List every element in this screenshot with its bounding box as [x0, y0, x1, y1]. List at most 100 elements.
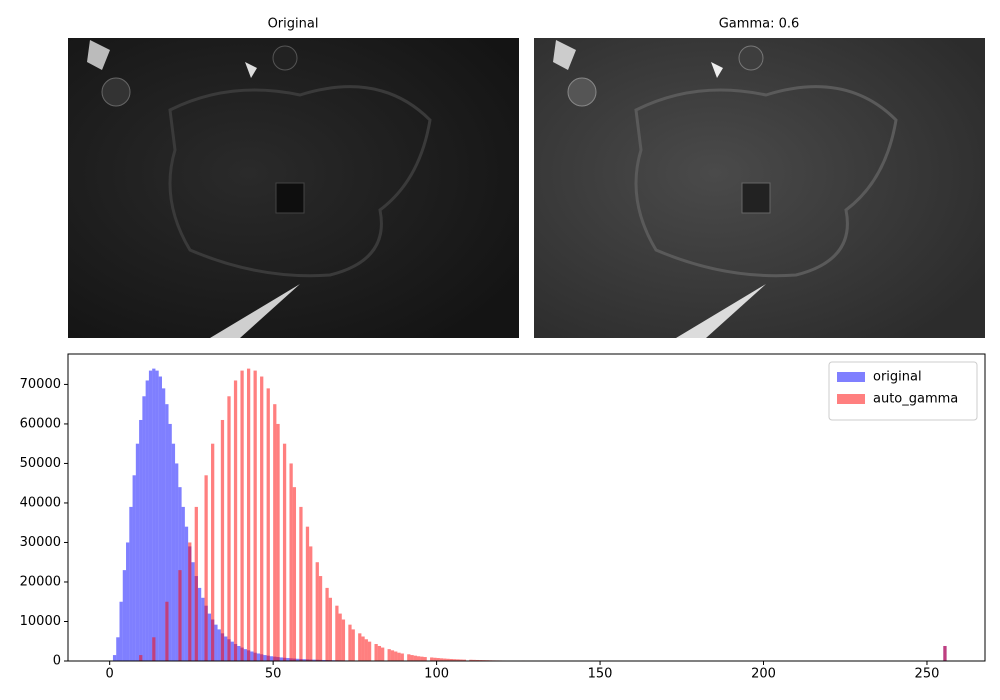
bar	[171, 443, 176, 661]
bar	[335, 605, 339, 661]
bar	[276, 423, 280, 661]
image-title: Original	[268, 17, 319, 32]
bar	[315, 562, 319, 661]
bar	[361, 636, 365, 661]
bar	[475, 659, 480, 661]
bar	[250, 651, 254, 661]
bar	[423, 657, 427, 661]
bar	[220, 419, 225, 661]
bar	[299, 506, 303, 661]
bar	[377, 645, 382, 661]
bar	[233, 380, 238, 661]
legend-swatch	[837, 372, 865, 382]
bar	[436, 658, 440, 661]
bar	[309, 546, 313, 661]
bar	[413, 655, 417, 661]
bar	[191, 562, 195, 661]
bar	[260, 376, 264, 661]
bar	[358, 633, 362, 661]
legend-swatch	[837, 394, 865, 404]
x-tick-label: 150	[588, 667, 613, 682]
bar	[420, 656, 424, 661]
bar	[237, 645, 241, 661]
bar	[161, 388, 166, 661]
bar	[416, 656, 421, 661]
bar	[266, 388, 270, 661]
y-tick-label: 60000	[20, 416, 61, 431]
bar	[168, 423, 172, 661]
bar	[253, 370, 257, 661]
bar	[145, 380, 149, 661]
bar	[452, 659, 457, 661]
bar	[256, 653, 261, 661]
bar	[279, 657, 283, 661]
bar	[214, 624, 218, 661]
bar	[338, 613, 342, 661]
bar	[207, 613, 212, 661]
bar	[364, 639, 368, 661]
bar	[119, 601, 123, 661]
x-tick-label: 0	[106, 667, 114, 682]
bar	[462, 659, 467, 661]
bar	[302, 659, 306, 661]
bar	[943, 645, 947, 661]
bar	[443, 658, 447, 661]
bar	[351, 629, 355, 661]
bar	[204, 475, 208, 661]
bar	[230, 641, 234, 661]
bar	[430, 657, 434, 661]
bar	[381, 647, 385, 661]
y-tick-label: 20000	[20, 574, 61, 589]
bar	[273, 404, 277, 661]
bar	[116, 637, 120, 661]
bar	[439, 658, 444, 661]
bar	[472, 659, 476, 661]
bar	[194, 506, 198, 661]
bar	[296, 658, 300, 661]
bar	[446, 658, 450, 661]
bar	[201, 597, 205, 661]
bar	[148, 370, 153, 661]
histogram: 0 50 100 150 200 250 0 10000 20000 30000 40000 5000…	[20, 361, 978, 682]
bar	[341, 619, 346, 661]
bar	[322, 659, 326, 661]
bar	[181, 506, 185, 661]
x-tick-label: 200	[751, 667, 776, 682]
bar	[152, 637, 156, 661]
bar	[400, 653, 404, 661]
bar	[246, 368, 251, 661]
bar	[397, 652, 401, 661]
bar	[292, 487, 297, 661]
bar	[129, 506, 133, 661]
bar	[155, 370, 159, 661]
bar	[312, 659, 316, 661]
bar	[188, 542, 192, 661]
bar	[449, 658, 453, 661]
bar	[165, 404, 169, 661]
bar	[227, 396, 231, 661]
legend-label: auto_gamma	[873, 392, 958, 407]
bar	[126, 542, 130, 661]
bar	[456, 659, 460, 661]
image-gamma	[534, 38, 985, 338]
bar	[289, 463, 293, 661]
image-title: Gamma: 0.6	[719, 17, 800, 32]
bar	[433, 657, 437, 661]
bar	[132, 475, 136, 661]
y-tick-label: 50000	[20, 456, 61, 471]
bar	[165, 601, 169, 661]
plot-frame	[67, 353, 986, 662]
bar	[240, 370, 244, 661]
bar	[459, 659, 463, 661]
bar	[367, 641, 372, 661]
bar	[269, 656, 274, 661]
bar	[410, 655, 414, 661]
bar	[122, 570, 127, 661]
bar	[328, 597, 332, 661]
y-tick-label: 0	[53, 654, 61, 669]
bar	[211, 443, 215, 661]
bar	[158, 376, 162, 661]
image-original	[68, 38, 519, 338]
